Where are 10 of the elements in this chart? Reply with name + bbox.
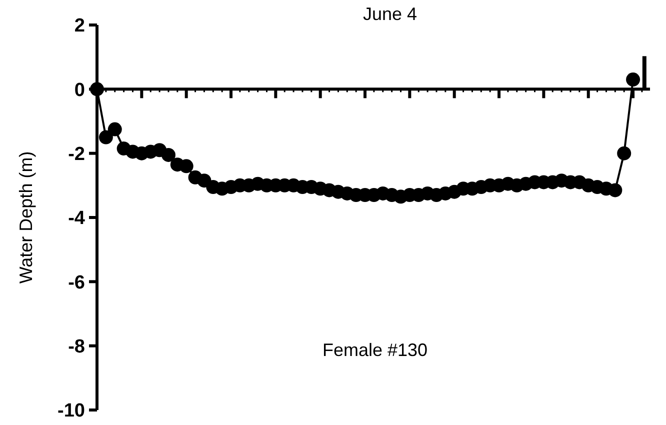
y-axis-title: Water Depth (m) (16, 151, 36, 284)
y-tick-label: -2 (68, 144, 85, 165)
y-tick-label: -8 (68, 336, 85, 358)
y-tick-label: -6 (68, 272, 85, 294)
chart-title: June 4 (362, 4, 418, 24)
y-tick-label: -10 (58, 400, 85, 422)
y-tick-label: 0 (74, 80, 85, 101)
annotation: Female #130 (322, 340, 428, 360)
y-tick-label: -4 (68, 208, 86, 230)
y-tick-label: 2 (74, 16, 85, 37)
